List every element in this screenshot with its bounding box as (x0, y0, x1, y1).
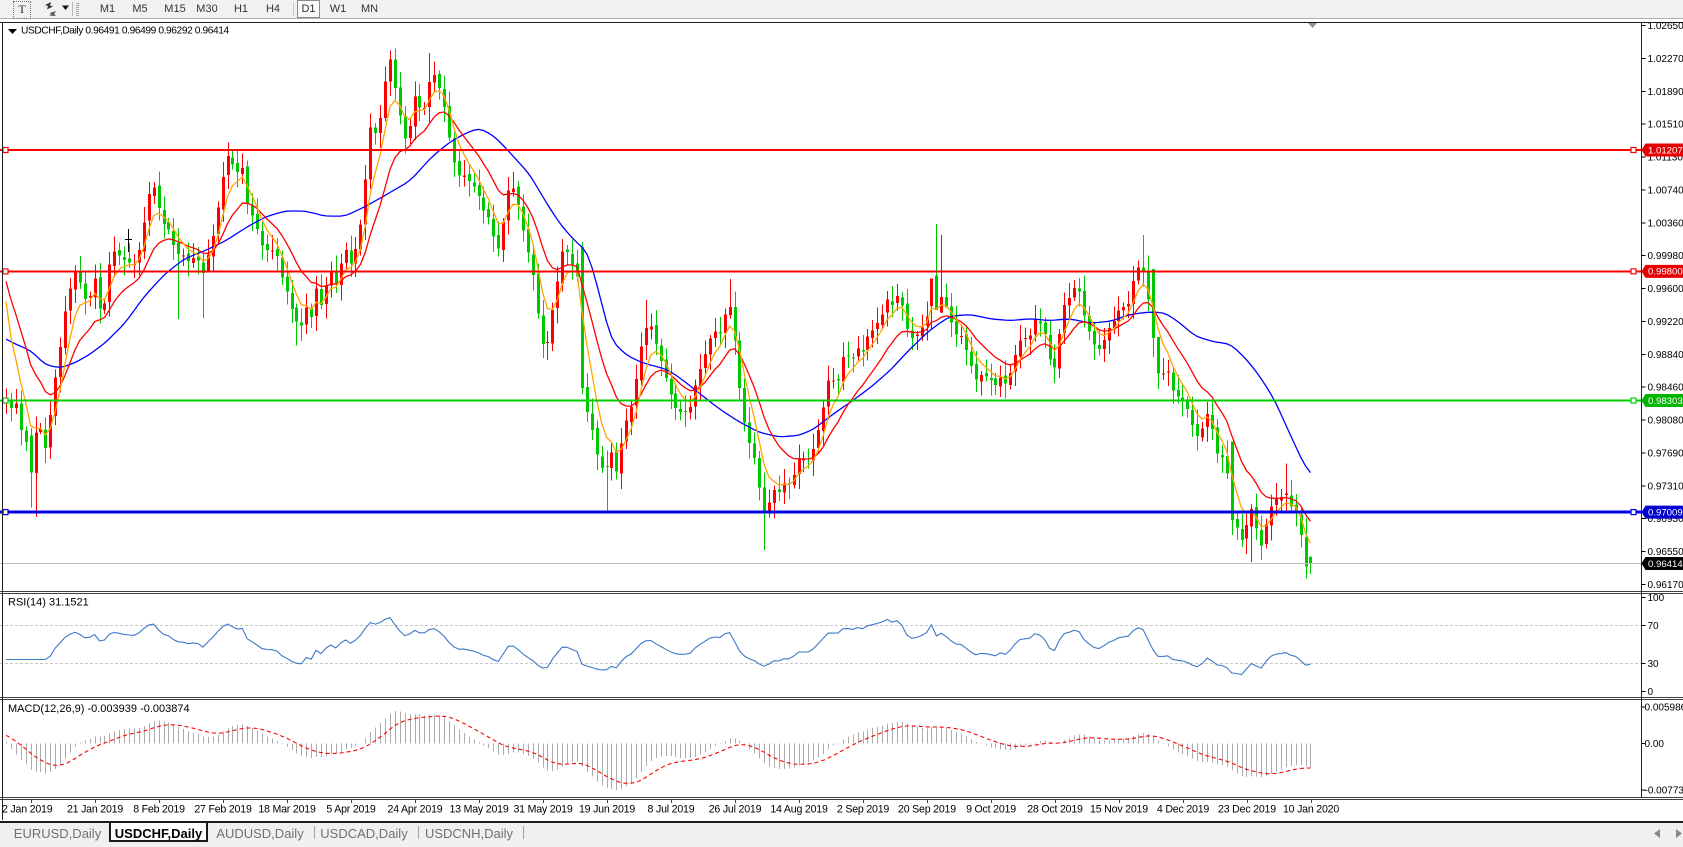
svg-text:70: 70 (1648, 621, 1660, 632)
svg-text:0.98840: 0.98840 (1648, 350, 1683, 361)
svg-text:0.96930: 0.96930 (1648, 514, 1683, 525)
svg-text:0.99980: 0.99980 (1648, 251, 1683, 262)
svg-text:28 Oct 2019: 28 Oct 2019 (1027, 804, 1083, 816)
svg-text:USDCHF,Daily 0.96491 0.96499: USDCHF,Daily 0.96491 0.96499 0.96292 0.9… (21, 26, 230, 37)
svg-text:8 Feb 2019: 8 Feb 2019 (133, 804, 185, 816)
svg-text:20 Sep 2019: 20 Sep 2019 (898, 804, 956, 816)
svg-text:5 Apr 2019: 5 Apr 2019 (326, 804, 376, 816)
svg-text:0.99220: 0.99220 (1648, 317, 1683, 328)
svg-text:18 Mar 2019: 18 Mar 2019 (258, 804, 316, 816)
svg-text:0.96550: 0.96550 (1648, 547, 1683, 558)
svg-text:15 Nov 2019: 15 Nov 2019 (1090, 804, 1148, 816)
svg-text:0.97009: 0.97009 (1648, 507, 1683, 518)
svg-text:2 Jan 2019: 2 Jan 2019 (2, 804, 53, 816)
svg-text:0.98460: 0.98460 (1648, 383, 1683, 394)
svg-text:1.02650: 1.02650 (1648, 21, 1683, 32)
svg-text:1.00740: 1.00740 (1648, 185, 1683, 196)
svg-text:0.99600: 0.99600 (1648, 284, 1683, 295)
svg-text:1.00360: 1.00360 (1648, 218, 1683, 229)
svg-text:19 Jun 2019: 19 Jun 2019 (579, 804, 635, 816)
svg-text:21 Jan 2019: 21 Jan 2019 (67, 804, 123, 816)
svg-text:24 Apr 2019: 24 Apr 2019 (388, 804, 443, 816)
svg-text:0.98080: 0.98080 (1648, 416, 1683, 427)
svg-text:9 Oct 2019: 9 Oct 2019 (966, 804, 1016, 816)
svg-text:0.97310: 0.97310 (1648, 481, 1683, 492)
svg-text:0.005986: 0.005986 (1645, 703, 1683, 714)
svg-text:0.00: 0.00 (1645, 739, 1665, 750)
svg-text:1.01130: 1.01130 (1648, 153, 1683, 164)
svg-text:10 Jan 2020: 10 Jan 2020 (1283, 804, 1339, 816)
svg-text:MACD(12,26,9) -0.003939 -0.003: MACD(12,26,9) -0.003939 -0.003874 (8, 703, 190, 715)
svg-text:30: 30 (1648, 659, 1660, 670)
svg-text:26 Jul 2019: 26 Jul 2019 (709, 804, 762, 816)
svg-text:0.96170: 0.96170 (1648, 580, 1683, 591)
svg-text:0.97690: 0.97690 (1648, 448, 1683, 459)
svg-text:0.98303: 0.98303 (1648, 396, 1683, 407)
svg-text:13 May 2019: 13 May 2019 (449, 804, 508, 816)
svg-text:4 Dec 2019: 4 Dec 2019 (1157, 804, 1209, 816)
svg-text:31 May 2019: 31 May 2019 (513, 804, 572, 816)
svg-text:1.01510: 1.01510 (1648, 120, 1683, 131)
svg-text:-0.007737: -0.007737 (1645, 786, 1683, 797)
svg-text:RSI(14) 31.1521: RSI(14) 31.1521 (8, 597, 89, 609)
svg-text:0.99800: 0.99800 (1648, 267, 1683, 278)
svg-text:27 Feb 2019: 27 Feb 2019 (194, 804, 252, 816)
svg-text:1.01207: 1.01207 (1648, 145, 1683, 156)
svg-text:1.01890: 1.01890 (1648, 87, 1683, 98)
svg-text:0: 0 (1648, 687, 1654, 698)
svg-text:8 Jul 2019: 8 Jul 2019 (648, 804, 695, 816)
svg-text:14 Aug 2019: 14 Aug 2019 (770, 804, 828, 816)
svg-text:2 Sep 2019: 2 Sep 2019 (837, 804, 890, 816)
svg-text:0.96414: 0.96414 (1648, 559, 1683, 570)
svg-text:1.02270: 1.02270 (1648, 54, 1683, 65)
svg-text:100: 100 (1648, 593, 1665, 604)
svg-text:23 Dec 2019: 23 Dec 2019 (1218, 804, 1276, 816)
